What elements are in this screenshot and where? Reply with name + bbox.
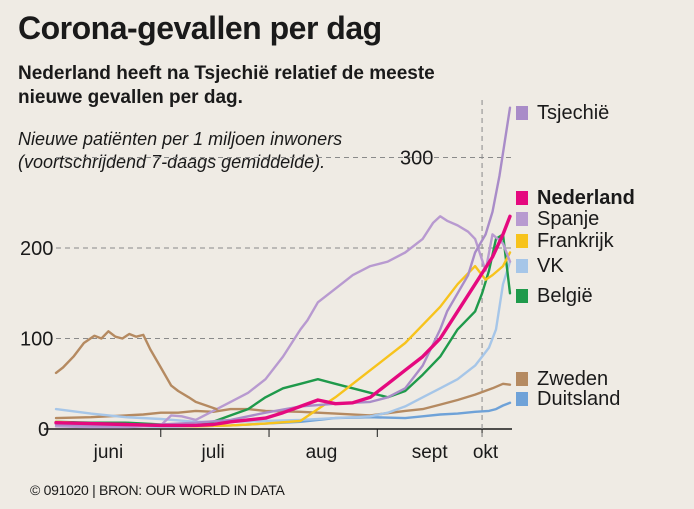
legend-swatch-frankrijk	[516, 234, 528, 248]
y-tick-label-300: 300	[400, 148, 433, 170]
chart-subtitle: Nederland heeft na Tsjechië relatief de …	[18, 63, 435, 108]
legend-label-duitsland: Duitsland	[537, 388, 620, 410]
series-line-vk	[54, 260, 512, 423]
legend-label-vk: VK	[537, 255, 564, 277]
legend-swatch-duitsland	[516, 392, 528, 406]
source-credit: © 091020 | BRON: OUR WORLD IN DATA	[30, 482, 285, 498]
series-line-belgi	[54, 233, 512, 427]
x-tick-label-okt: okt	[473, 442, 499, 463]
legend-label-frankrijk: Frankrijk	[537, 230, 615, 252]
series-line-frankrijk	[54, 251, 512, 428]
y-tick-label-200: 200	[20, 238, 53, 260]
x-tick-label-sept: sept	[412, 442, 449, 463]
y-tick-label-100: 100	[20, 329, 53, 351]
legend-swatch-nederland	[516, 191, 528, 205]
legend-swatch-zweden	[516, 372, 528, 386]
legend-swatch-belgië	[516, 289, 528, 303]
legend-swatch-tsjechië	[516, 106, 528, 120]
series-line-tsjechi	[54, 106, 512, 427]
legend-label-zweden: Zweden	[537, 368, 608, 390]
legend-label-spanje: Spanje	[537, 208, 599, 230]
chart-title: Corona-gevallen per dag	[18, 10, 382, 46]
x-tick-label-juli: juli	[201, 442, 225, 463]
legend-label-nederland: Nederland	[537, 187, 635, 209]
series-line-zwedenjun	[54, 330, 218, 411]
legend-label-belgië: België	[537, 285, 593, 307]
series-line-spanje	[54, 215, 512, 429]
legend-label-tsjechië: Tsjechië	[537, 102, 609, 124]
x-tick-label-aug: aug	[306, 442, 338, 463]
y-tick-label-0: 0	[38, 419, 49, 441]
legend-swatch-spanje	[516, 212, 528, 226]
legend-swatch-vk	[516, 259, 528, 273]
x-tick-label-juni: juni	[93, 442, 124, 463]
series-line-nederland	[54, 214, 512, 428]
